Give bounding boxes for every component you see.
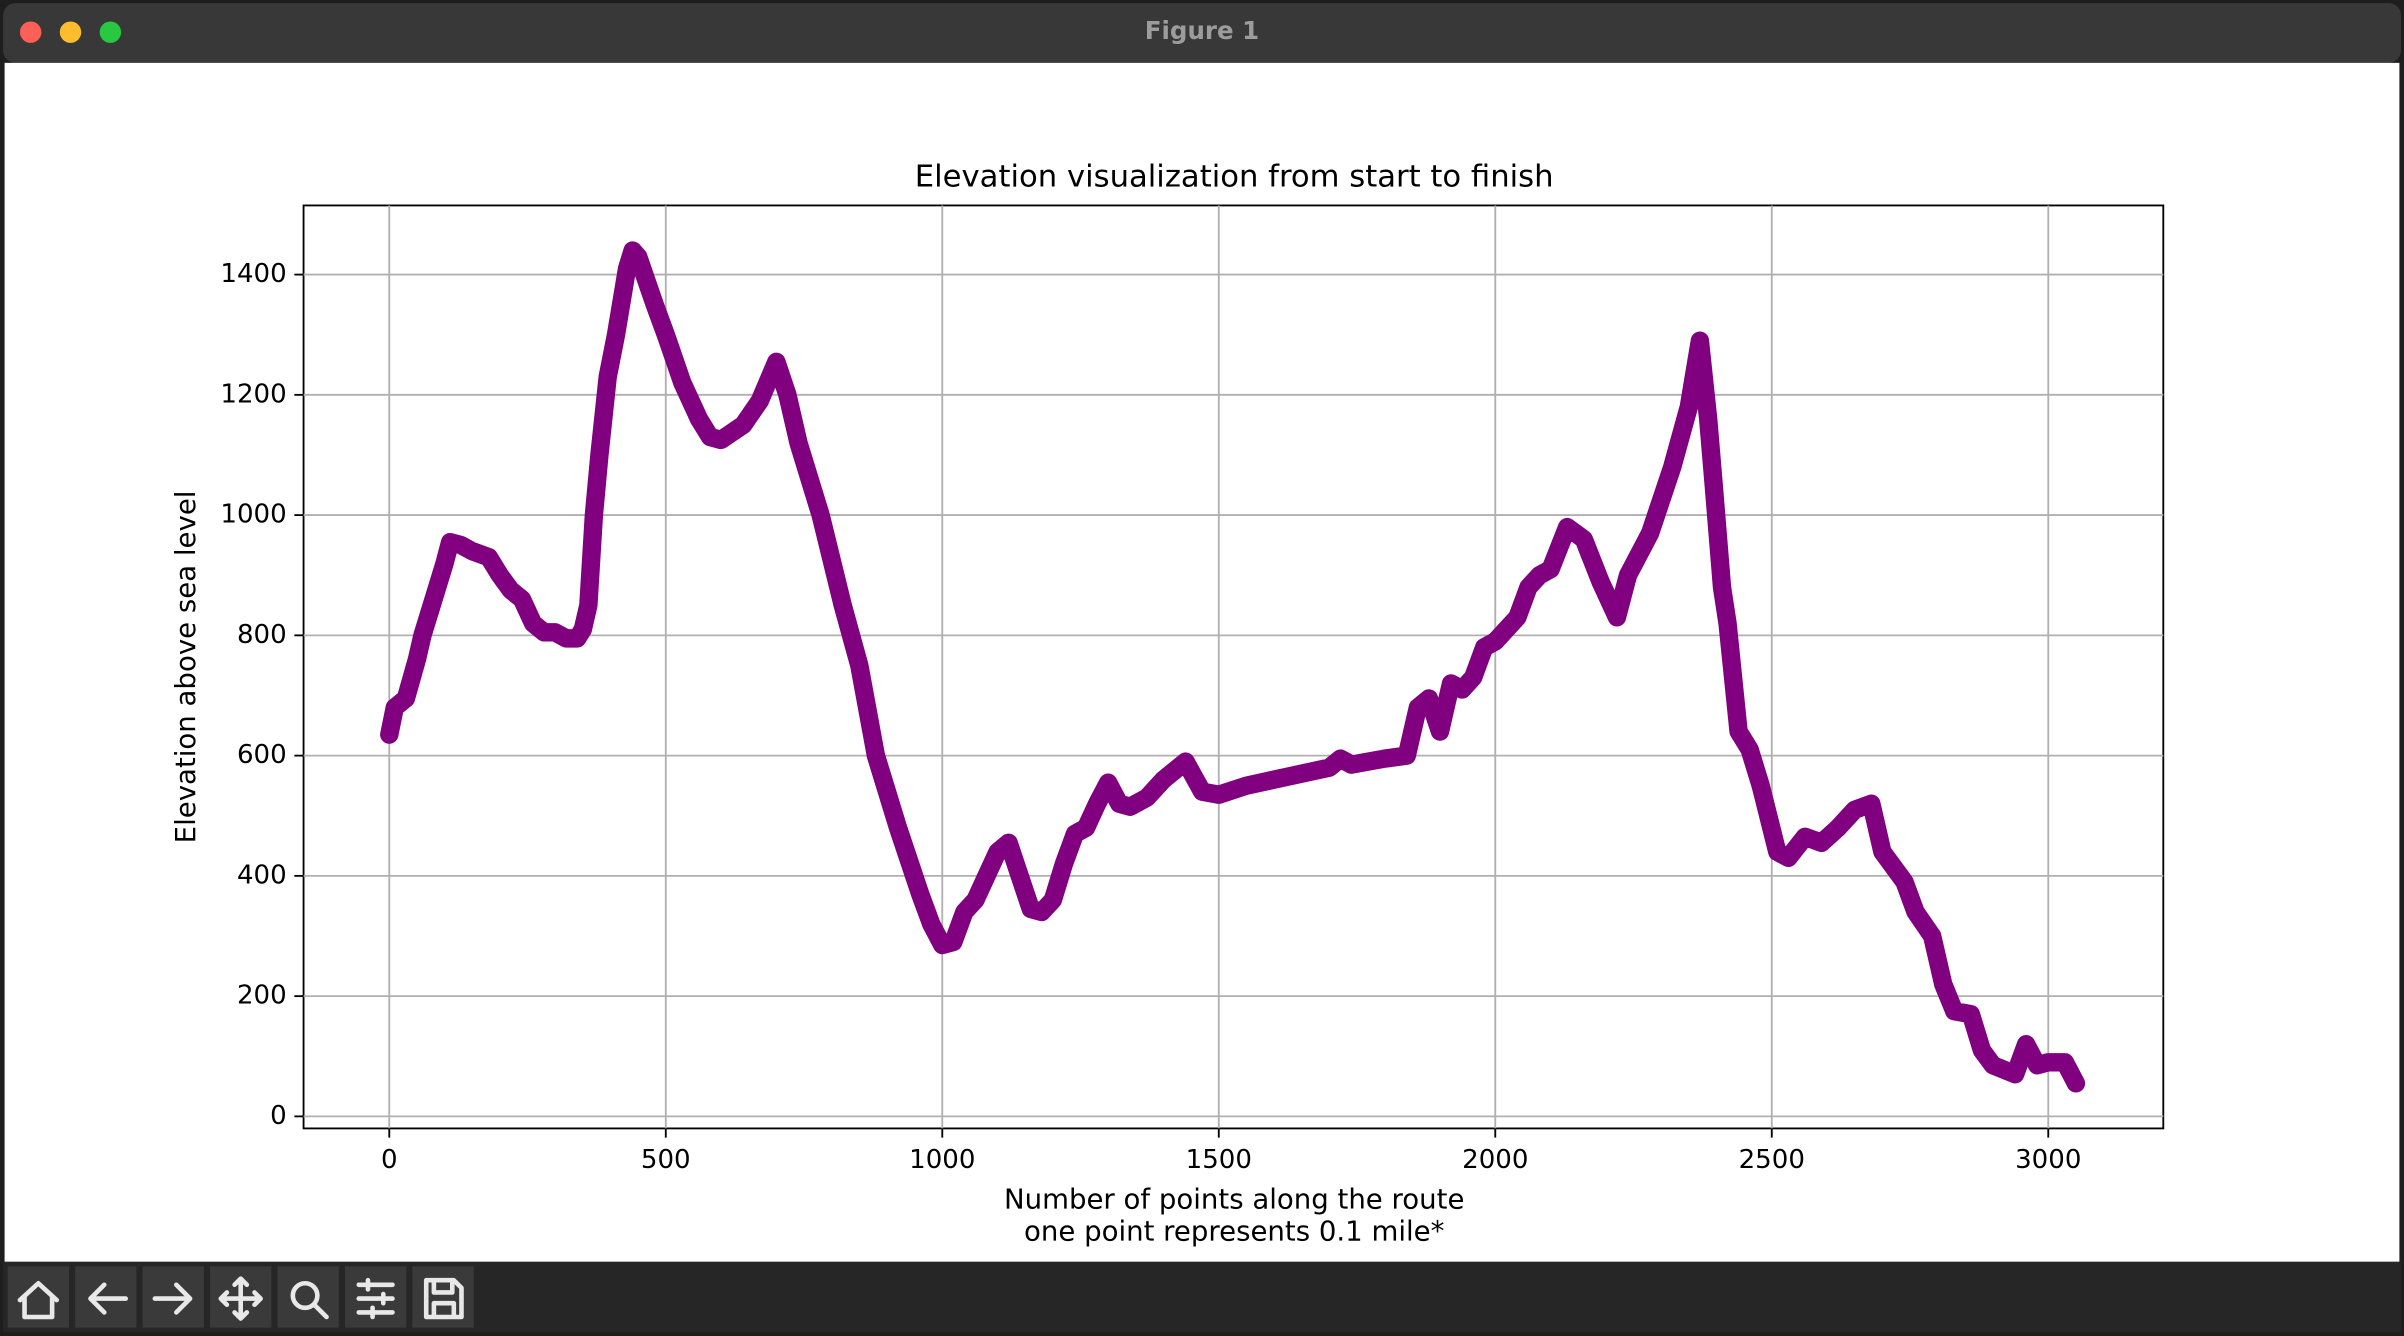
x-tick-label: 2500 xyxy=(1739,1145,1805,1175)
elevation-line xyxy=(380,241,2086,1093)
back-icon xyxy=(88,1282,129,1315)
zoom-icon-handle xyxy=(311,1302,329,1320)
x-axis-label-note: one point represents 0.1 mile* xyxy=(1024,1215,1444,1248)
zoom-icon xyxy=(290,1280,320,1311)
y-tick-label: 0 xyxy=(270,1101,287,1131)
x-tick-label: 1000 xyxy=(909,1145,975,1175)
close-button[interactable] xyxy=(19,21,42,43)
y-tick-label: 800 xyxy=(237,620,287,650)
home-icon xyxy=(17,1280,60,1320)
x-tick-label: 3000 xyxy=(2015,1145,2081,1175)
y-tick-label: 1000 xyxy=(220,500,286,530)
y-tick-label: 1400 xyxy=(220,259,286,289)
forward-icon xyxy=(152,1282,193,1315)
x-tick-label: 1500 xyxy=(1186,1145,1252,1175)
zoom-button[interactable] xyxy=(99,21,122,43)
chart-title: Elevation visualization from start to fi… xyxy=(915,159,1554,194)
title-bar xyxy=(3,3,2401,63)
y-axis-label: Elevation above sea level xyxy=(169,491,202,844)
toolbar-buttons xyxy=(7,1266,474,1328)
x-tick-label: 0 xyxy=(381,1145,398,1175)
axes-frame xyxy=(302,204,2165,1130)
minimize-button[interactable] xyxy=(59,21,82,43)
x-axis-label: Number of points along the route xyxy=(1004,1182,1464,1215)
y-tick-label: 400 xyxy=(237,860,287,890)
pan-icon xyxy=(218,1276,263,1321)
y-tick-label: 200 xyxy=(237,981,287,1011)
configure-icon xyxy=(356,1277,395,1320)
window-title: Figure 1 xyxy=(1145,16,1259,45)
save-icon xyxy=(423,1277,464,1320)
y-tick-label: 1200 xyxy=(220,379,286,409)
x-tick-label: 500 xyxy=(641,1145,691,1175)
x-tick-label: 2000 xyxy=(1462,1145,1528,1175)
y-tick-label: 600 xyxy=(237,740,287,770)
zoom-rect-button[interactable] xyxy=(277,1266,339,1328)
